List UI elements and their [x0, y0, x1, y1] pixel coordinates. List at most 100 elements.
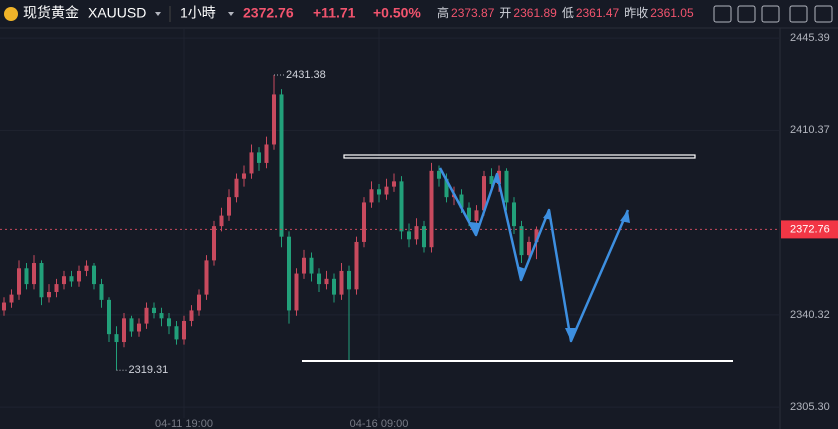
- candle-body: [69, 276, 74, 282]
- candle-body: [377, 189, 381, 195]
- x-tick-label: 04-11 19:00: [155, 418, 213, 429]
- stat-value: 2361.89: [513, 6, 557, 20]
- candle-body: [249, 152, 254, 174]
- candle-body: [369, 189, 374, 203]
- candle-body: [144, 307, 149, 324]
- candle-body: [332, 278, 336, 295]
- toolbar-button[interactable]: [737, 5, 756, 23]
- candle-body: [174, 326, 179, 340]
- candle-body: [354, 241, 359, 290]
- candle-body: [339, 270, 344, 295]
- stats: 高 2373.87 开 2361.89 低 2361.47 昨收 2361.05: [437, 5, 694, 20]
- candle-body: [99, 284, 104, 300]
- candle-body: [399, 181, 404, 232]
- candle-body: [77, 270, 81, 282]
- candle-body: [242, 173, 246, 179]
- candle-body: [167, 318, 171, 327]
- resistance-line: [343, 154, 696, 159]
- candle-body: [407, 231, 411, 240]
- stat-value: 2361.47: [576, 6, 620, 20]
- candle-body: [489, 176, 494, 184]
- candle-body: [24, 268, 29, 285]
- candle-body: [392, 181, 396, 187]
- candle-body: [62, 276, 66, 285]
- y-tick-label: 2445.39: [790, 32, 830, 44]
- x-tick-label: 04-16 09:00: [350, 418, 409, 429]
- candle-body: [212, 226, 216, 261]
- stat-label: 开: [499, 6, 511, 20]
- candle-body: [54, 284, 59, 292]
- candle-body: [347, 270, 351, 290]
- dropdown-arrow[interactable]: [155, 12, 161, 16]
- candle-body: [204, 260, 209, 295]
- y-tick-label: 2340.32: [790, 309, 830, 321]
- y-tick-label: 2410.37: [790, 124, 830, 136]
- candle-body: [9, 294, 14, 303]
- candle-body: [114, 334, 119, 343]
- candle-body: [272, 94, 276, 145]
- candle-body: [219, 215, 224, 227]
- candle-body: [414, 226, 419, 240]
- candle-body: [459, 194, 464, 208]
- candle-body: [92, 265, 96, 285]
- toolbar-button[interactable]: [789, 5, 808, 23]
- candle-body: [189, 310, 194, 321]
- candle-body: [84, 265, 89, 271]
- candle-body: [422, 226, 426, 248]
- candle-body: [519, 226, 524, 256]
- candle-body: [527, 241, 531, 256]
- max-label: 2431.38: [286, 69, 326, 81]
- stat-label: 高: [437, 5, 449, 20]
- candle-body: [122, 318, 126, 343]
- candle-body: [47, 291, 51, 298]
- candle-body: [534, 229, 539, 242]
- candle-body: [504, 170, 509, 203]
- interval[interactable]: 1小時: [180, 5, 216, 21]
- toolbar-button[interactable]: [713, 5, 732, 23]
- candle-body: [317, 273, 321, 285]
- candle-body: [227, 197, 231, 216]
- candle-body: [429, 170, 434, 248]
- candle-body: [264, 144, 269, 163]
- candle-body: [39, 263, 44, 298]
- candle-body: [2, 302, 6, 311]
- candle-body: [279, 94, 284, 237]
- toolbar-button[interactable]: [761, 5, 780, 23]
- candle-body: [234, 178, 239, 198]
- stat-value: 2373.87: [451, 6, 495, 20]
- candle-body: [384, 186, 389, 195]
- candle-body: [467, 207, 471, 221]
- candle-body: [159, 313, 164, 319]
- dropdown-arrow[interactable]: [228, 12, 234, 16]
- candle-body: [362, 202, 366, 242]
- drawings: [302, 154, 733, 362]
- last-price-box: [781, 220, 838, 239]
- stat-value: 2361.05: [650, 6, 694, 20]
- candle-body: [182, 320, 186, 340]
- change: +11.71: [313, 5, 356, 21]
- candle-body: [137, 323, 141, 332]
- candle-body: [287, 236, 291, 311]
- stat-label: 昨收: [624, 6, 648, 20]
- candle-body: [152, 307, 156, 314]
- candle-body: [437, 170, 441, 179]
- candle-body: [474, 210, 479, 221]
- last-price-label: 2372.76: [790, 223, 830, 235]
- stat-label: 低: [562, 6, 574, 20]
- change-pct: +0.50%: [373, 5, 421, 21]
- candle-body: [302, 257, 306, 274]
- last-price: 2372.76: [243, 5, 294, 21]
- candle-body: [17, 268, 21, 295]
- plot: 2305.30 2340.32 2410.37 2445.39 04-11 19:00 0…: [0, 28, 838, 429]
- candle-body: [512, 202, 516, 227]
- candle-body: [294, 273, 299, 311]
- symbol-code[interactable]: XAUUSD: [88, 5, 146, 21]
- candle-body: [107, 299, 111, 335]
- candle-body: [324, 278, 329, 285]
- toolbar-button[interactable]: [814, 5, 833, 23]
- symbol-name[interactable]: 现货黄金: [23, 5, 79, 21]
- candle-body: [129, 318, 134, 332]
